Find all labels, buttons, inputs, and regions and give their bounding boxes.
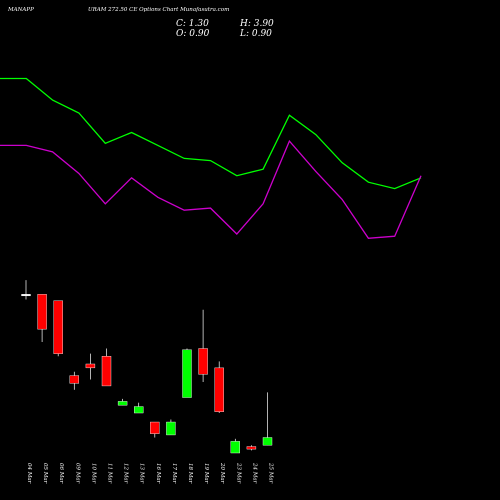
candle-body xyxy=(150,421,160,434)
candle-body xyxy=(214,367,224,412)
close-value: C: 1.30 xyxy=(176,19,209,29)
date-tick-label: 06 Mar xyxy=(58,463,64,484)
candle-body xyxy=(262,437,273,446)
candle-body xyxy=(101,356,112,387)
candle-body xyxy=(230,441,241,454)
high-value: H: 3.90 xyxy=(240,19,274,29)
date-tick-label: 18 Mar xyxy=(187,463,193,484)
date-tick-label: 10 Mar xyxy=(90,463,96,484)
date-tick-label: 16 Mar xyxy=(155,463,161,484)
candle-body xyxy=(21,294,31,297)
chart-title: URAM 272.50 CE Options Chart Munafasutra… xyxy=(88,7,230,13)
date-tick-label: 24 Mar xyxy=(251,462,257,484)
indicator-line-1 xyxy=(0,77,422,190)
candle-body xyxy=(53,300,63,354)
candle-body xyxy=(166,421,176,436)
indicator-lines xyxy=(0,77,422,239)
low-value: L: 0.90 xyxy=(240,29,272,39)
date-tick-label: 11 Mar xyxy=(107,463,113,484)
date-tick-label: 05 Mar xyxy=(42,463,48,484)
date-tick-label: 13 Mar xyxy=(139,463,145,484)
candle-body xyxy=(69,375,80,384)
candle-body xyxy=(85,363,96,369)
symbol-label: MANAPP xyxy=(8,7,34,13)
date-tick-label: 19 Mar xyxy=(203,463,209,484)
candle-body xyxy=(37,294,47,330)
date-tick-label: 25 Mar xyxy=(268,462,274,484)
date-tick-label: 09 Mar xyxy=(74,463,80,484)
indicator-line-2 xyxy=(0,139,422,239)
date-tick-label: 17 Mar xyxy=(171,463,177,484)
candles xyxy=(21,280,273,454)
date-tick-label: 20 Mar xyxy=(219,462,225,484)
open-value: O: 0.90 xyxy=(176,29,210,39)
date-tick-label: 04 Mar xyxy=(26,463,32,484)
date-tick-label: 12 Mar xyxy=(123,463,129,484)
date-axis: 04 Mar 05 Mar 06 Mar 09 Mar 10 Mar 11 Mar 12 M… xyxy=(26,462,274,484)
candle-body xyxy=(246,446,257,450)
candle-body xyxy=(117,401,128,406)
candle-body xyxy=(133,406,144,414)
candle-body xyxy=(182,349,192,398)
candle-body xyxy=(198,348,208,375)
date-tick-label: 23 Mar xyxy=(235,462,241,484)
